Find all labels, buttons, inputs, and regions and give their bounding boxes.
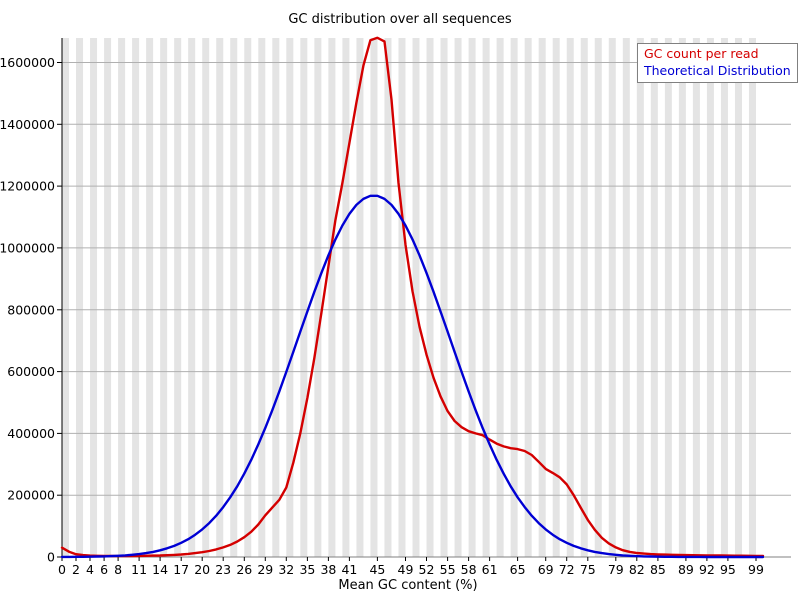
x-tick-label: 65 (510, 562, 526, 577)
y-tick-label: 0 (47, 550, 55, 565)
series-line-theoretical (60, 194, 765, 559)
x-tick-label: 58 (461, 562, 477, 577)
x-tick-label: 52 (419, 562, 435, 577)
y-tick-label: 600000 (7, 364, 55, 379)
background-stripes (62, 38, 756, 557)
x-tick-label: 82 (629, 562, 645, 577)
x-tick-label: 41 (341, 562, 357, 577)
x-tick-label: 14 (152, 562, 168, 577)
x-tick-label: 2 (72, 562, 80, 577)
series-line-gc-count (60, 36, 765, 558)
x-tick-label: 6 (100, 562, 108, 577)
legend: GC count per read Theoretical Distributi… (637, 43, 798, 83)
x-tick-label: 38 (320, 562, 336, 577)
x-tick-label: 17 (173, 562, 189, 577)
x-tick-label: 95 (720, 562, 736, 577)
x-tick-label: 61 (482, 562, 498, 577)
x-tick-label: 69 (538, 562, 554, 577)
x-tick-label: 49 (398, 562, 414, 577)
x-tick-label: 79 (608, 562, 624, 577)
x-tick-label: 4 (86, 562, 94, 577)
x-tick-label: 92 (699, 562, 715, 577)
x-tick-label: 23 (215, 562, 231, 577)
x-tick-label: 89 (678, 562, 694, 577)
y-tick-label: 1600000 (0, 55, 55, 70)
x-tick-label: 0 (58, 562, 66, 577)
x-tick-label: 45 (369, 562, 385, 577)
x-axis-title: Mean GC content (%) (338, 578, 478, 593)
x-tick-label: 72 (559, 562, 575, 577)
y-tick-label: 200000 (7, 488, 55, 503)
x-tick-label: 75 (580, 562, 596, 577)
legend-item-theoretical: Theoretical Distribution (644, 63, 791, 78)
y-tick-label: 1400000 (0, 117, 55, 132)
x-tick-label: 20 (194, 562, 210, 577)
y-tick-label: 400000 (7, 426, 55, 441)
y-tick-label: 1000000 (0, 240, 55, 255)
x-tick-label: 99 (748, 562, 764, 577)
x-tick-label: 55 (440, 562, 456, 577)
x-tick-label: 26 (236, 562, 252, 577)
x-tick-label: 85 (650, 562, 666, 577)
chart-title: GC distribution over all sequences (288, 12, 512, 27)
x-tick-label: 11 (131, 562, 147, 577)
x-tick-label: 35 (299, 562, 315, 577)
x-tick-label: 32 (278, 562, 294, 577)
y-tick-label: 1200000 (0, 179, 55, 194)
y-axis-ticks: 0 200000 400000 600000 800000 1000000 1200000 1… (0, 55, 62, 565)
y-tick-label: 800000 (7, 302, 55, 317)
x-axis-ticks: 0 2 4 6 8 11 14 17 20 23 26 29 32 35 38 41 45 49 52 55 58 61 6… (58, 557, 764, 577)
legend-item-gc-count: GC count per read (644, 46, 759, 61)
x-tick-label: 8 (114, 562, 122, 577)
x-tick-label: 29 (257, 562, 273, 577)
